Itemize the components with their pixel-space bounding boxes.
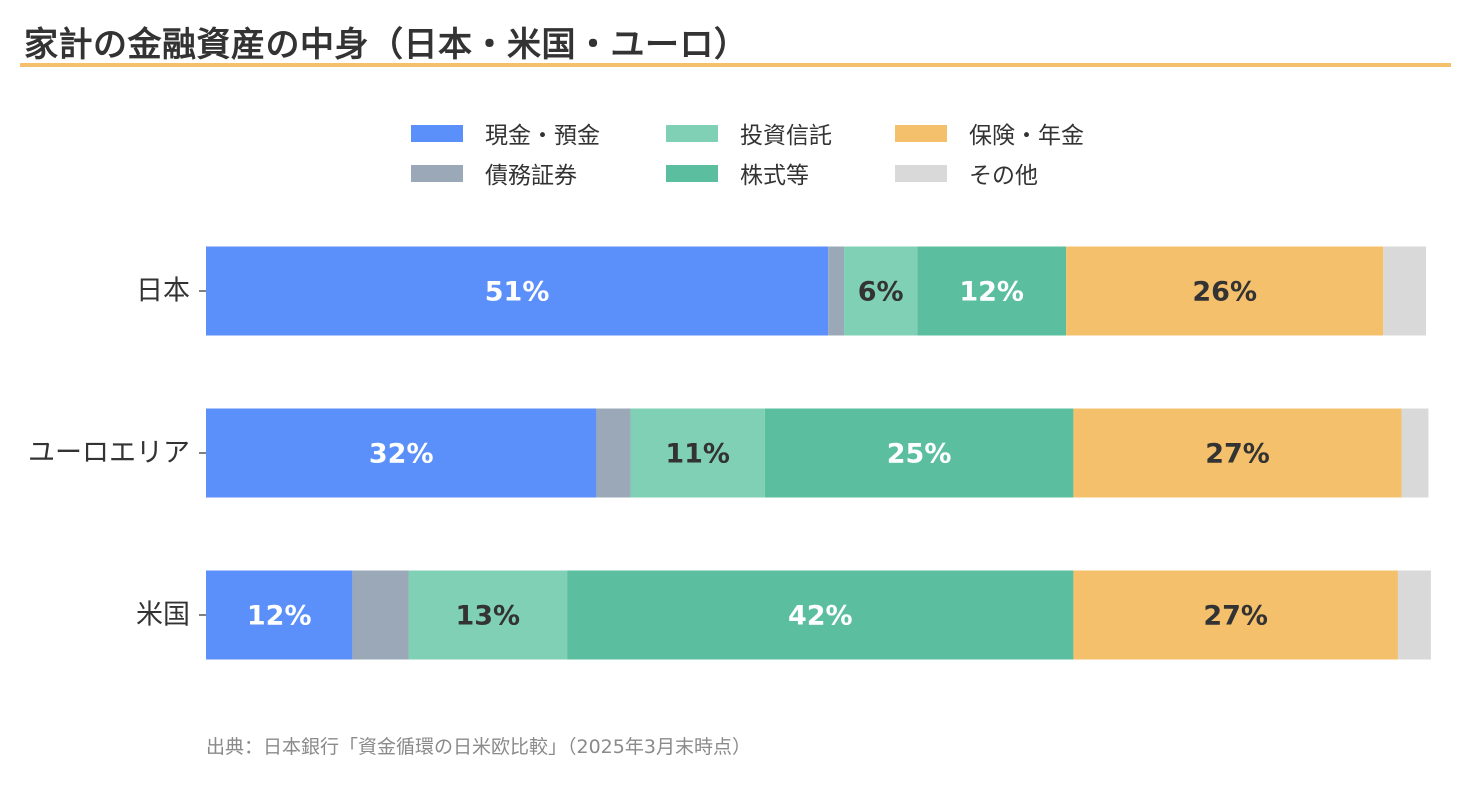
legend-swatch bbox=[411, 164, 463, 182]
data-label: 51% bbox=[485, 277, 550, 308]
bar-segment bbox=[1073, 570, 1398, 660]
data-label: 42% bbox=[788, 601, 853, 632]
bar-segment bbox=[206, 246, 829, 336]
legend-item: 現金・預金 bbox=[411, 116, 600, 150]
data-label: 11% bbox=[665, 439, 730, 470]
bar-segment bbox=[596, 408, 631, 498]
title-underline bbox=[20, 63, 1451, 67]
legend-swatch bbox=[895, 124, 947, 142]
data-label: 12% bbox=[959, 277, 1024, 308]
bar-segment bbox=[1066, 246, 1384, 336]
legend-label: 現金・預金 bbox=[485, 123, 600, 149]
legend-swatch bbox=[666, 164, 718, 182]
category-label: 日本 bbox=[136, 276, 190, 307]
legend-swatch bbox=[895, 164, 947, 182]
bar-segment bbox=[206, 408, 597, 498]
legend-label: 保険・年金 bbox=[969, 123, 1084, 149]
data-label: 25% bbox=[887, 439, 952, 470]
source-note: 出典：日本銀行「資金循環の日米欧比較」（2025年3月末時点） bbox=[206, 736, 751, 758]
bar-segment bbox=[567, 570, 1074, 660]
bar-segment bbox=[352, 570, 409, 660]
legend-item: 債務証券 bbox=[411, 156, 577, 190]
data-label: 13% bbox=[455, 601, 520, 632]
data-label: 12% bbox=[247, 601, 312, 632]
bar-segment bbox=[630, 408, 765, 498]
bar-segment bbox=[1383, 246, 1426, 336]
category-label: 米国 bbox=[136, 600, 190, 631]
legend-label: 債務証券 bbox=[485, 163, 577, 189]
bar-segment bbox=[1073, 408, 1402, 498]
bar-segment bbox=[844, 246, 918, 336]
bar-segment bbox=[206, 570, 353, 660]
data-label: 26% bbox=[1192, 277, 1257, 308]
legend-label: 株式等 bbox=[740, 163, 809, 189]
legend-label: 投資信託 bbox=[740, 123, 832, 149]
bar-segment bbox=[1397, 570, 1431, 660]
data-label: 27% bbox=[1203, 601, 1268, 632]
legend-item: 保険・年金 bbox=[895, 116, 1084, 150]
bar-segment bbox=[1401, 408, 1429, 498]
legend-swatch bbox=[411, 124, 463, 142]
bar-segment bbox=[828, 246, 845, 336]
data-label: 27% bbox=[1205, 439, 1270, 470]
legend-item: 投資信託 bbox=[666, 116, 832, 150]
data-label: 32% bbox=[369, 439, 434, 470]
bar-segment bbox=[917, 246, 1067, 336]
legend-label: その他 bbox=[969, 163, 1038, 189]
chart-title: 家計の金融資産の中身（日本・米国・ユーロ） bbox=[24, 25, 749, 65]
legend-item: その他 bbox=[895, 156, 1038, 190]
data-label: 6% bbox=[858, 277, 904, 308]
bar-segment bbox=[408, 570, 568, 660]
legend-swatch bbox=[666, 124, 718, 142]
legend-item: 株式等 bbox=[666, 156, 809, 190]
bar-segment bbox=[764, 408, 1074, 498]
chart-legend: 現金・預金債務証券 投資信託株式等 保険・年金その他 bbox=[411, 123, 1131, 204]
category-label: ユーロエリア bbox=[28, 438, 190, 469]
